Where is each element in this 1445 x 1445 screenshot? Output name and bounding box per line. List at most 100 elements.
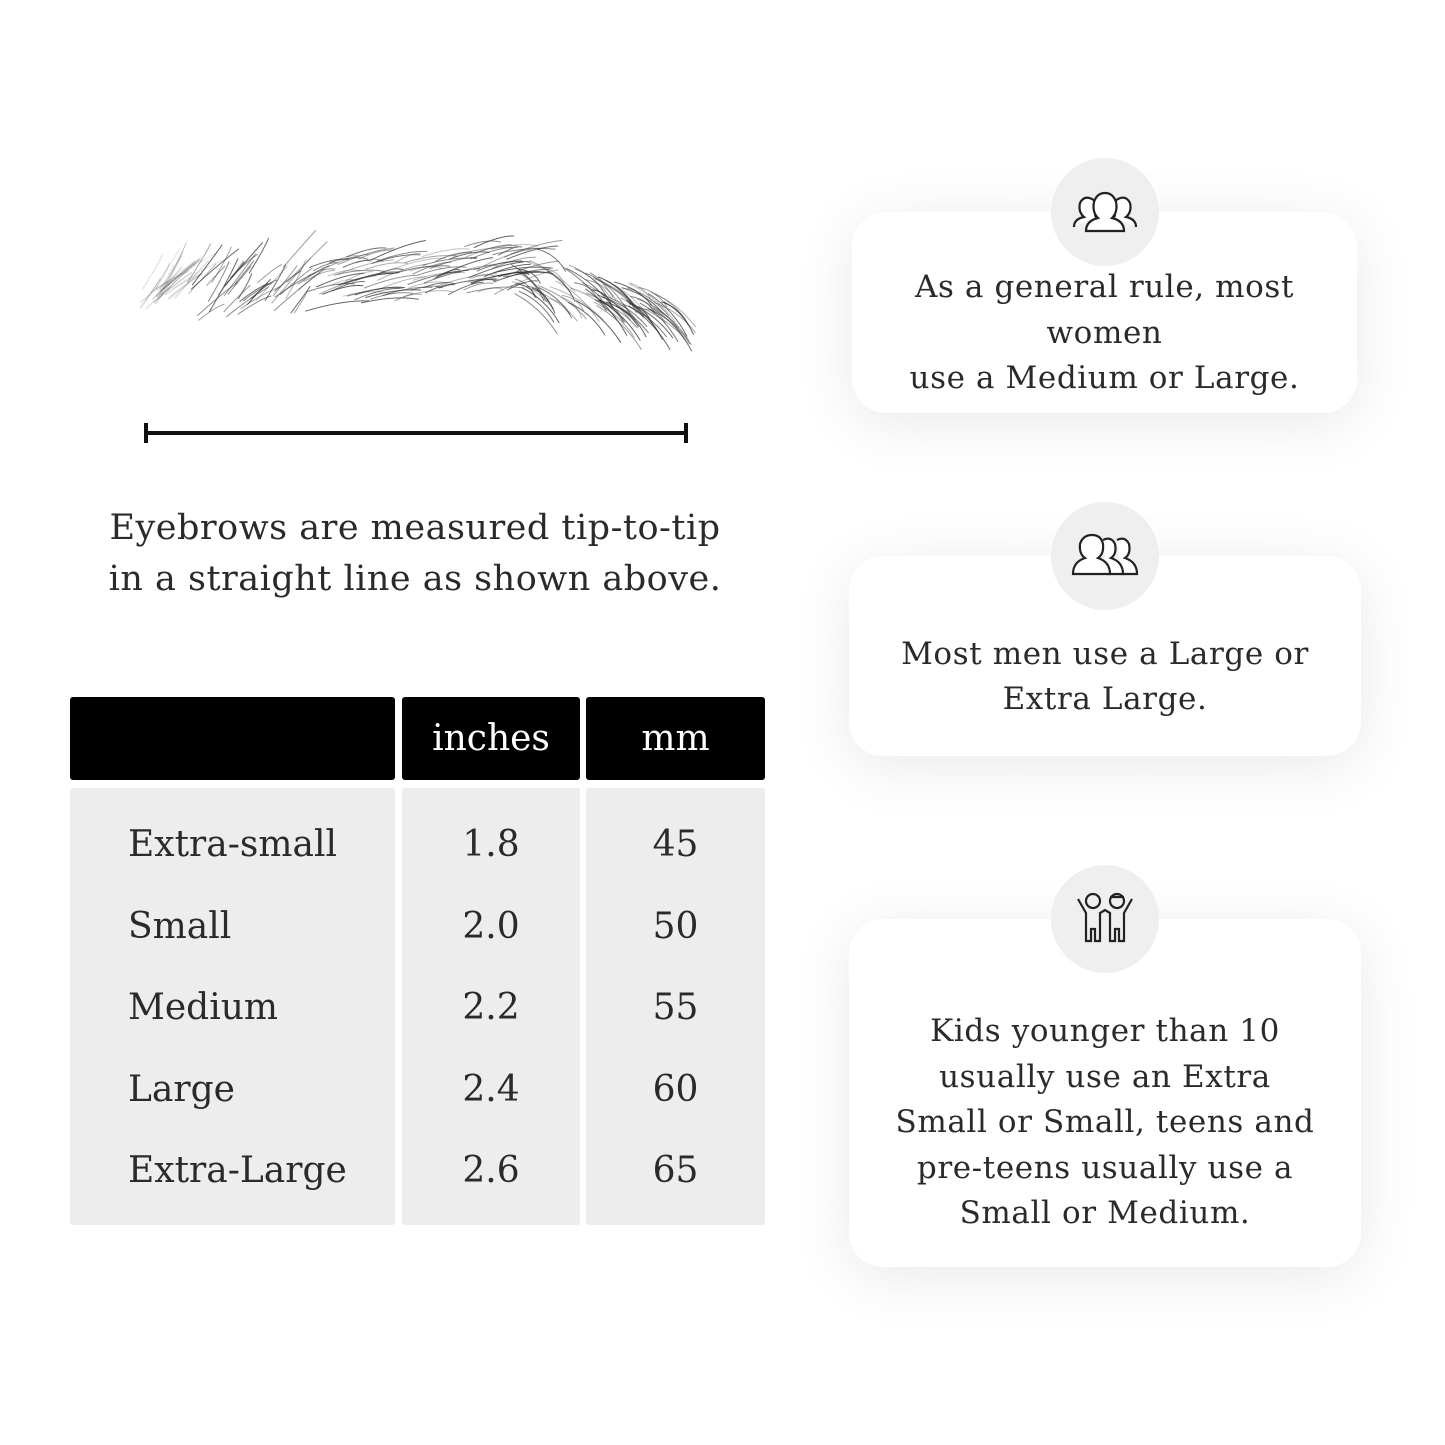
table-header-size	[70, 697, 395, 780]
eyebrow-hair	[156, 266, 183, 298]
eyebrow-hair	[468, 261, 524, 279]
women-group-icon	[1072, 191, 1138, 233]
eyebrow-hair	[223, 284, 251, 313]
card-text: Most men use a Large or	[901, 635, 1309, 672]
eyebrow-hair	[435, 251, 473, 262]
eyebrow-hair	[274, 270, 302, 292]
women-icon-circle	[1051, 158, 1159, 266]
eyebrow-hair	[196, 281, 238, 317]
eyebrow-hair	[337, 259, 395, 275]
eyebrow-hair	[164, 273, 203, 296]
eyebrow-hair	[483, 263, 532, 278]
eyebrow-hair	[307, 268, 336, 277]
eyebrow-hair	[514, 292, 558, 334]
eyebrow-hair	[394, 265, 451, 274]
eyebrow-hair	[363, 274, 419, 289]
eyebrow-hair	[208, 258, 239, 313]
eyebrow-hair	[290, 286, 311, 314]
size-column: Extra-small Small Medium Large Extra-Large	[70, 788, 395, 1225]
eyebrow-illustration	[139, 230, 697, 352]
eyebrow-hair	[575, 300, 622, 343]
eyebrow-hair	[574, 268, 608, 298]
eyebrow-hair	[628, 282, 653, 302]
eyebrow-hair	[524, 260, 576, 293]
eyebrow-hair	[473, 235, 515, 249]
eyebrow-hair	[423, 268, 481, 284]
eyebrow-hair	[174, 259, 209, 299]
table-cell-inches: 2.0	[462, 905, 520, 947]
eyebrow-hair	[593, 301, 635, 338]
kids-card: Kids younger than 10 usually use an Extra…	[849, 919, 1361, 1267]
eyebrow-hair	[197, 303, 225, 321]
eyebrow-hair	[338, 272, 395, 286]
eyebrow-hair	[333, 269, 386, 276]
eyebrow-hair	[144, 248, 181, 302]
eyebrow-hair	[246, 278, 272, 306]
eyebrow-hair	[327, 269, 361, 277]
table-cell-inches: 2.6	[462, 1150, 520, 1191]
eyebrow-hair	[469, 274, 497, 280]
eyebrow-hair	[365, 262, 408, 270]
table-cell-size: Medium	[128, 987, 279, 1028]
eyebrow-hair	[412, 261, 452, 275]
eyebrow-hair	[442, 257, 494, 275]
eyebrow-hair	[264, 264, 287, 302]
eyebrow-hair	[412, 271, 465, 281]
eyebrow-hair	[344, 271, 374, 282]
eyebrow-hair	[638, 286, 668, 308]
eyebrow-hair	[463, 282, 494, 291]
eyebrow-hair	[402, 290, 454, 298]
eyebrow-hair	[342, 259, 372, 268]
table-cell-inches: 1.8	[462, 824, 520, 865]
eyebrow-hair	[546, 271, 576, 302]
eyebrow-hair	[153, 272, 193, 304]
eyebrow-hair	[160, 260, 200, 296]
eyebrow-hair	[596, 304, 642, 351]
eyebrow-hair	[493, 282, 526, 295]
eyebrow-hair	[257, 264, 283, 284]
eyebrow-hair	[650, 291, 697, 328]
eyebrow-hair	[159, 263, 196, 292]
eyebrow-hair	[152, 260, 196, 300]
eyebrow-hair	[585, 279, 617, 301]
eyebrow-hair	[316, 272, 364, 288]
eyebrow-hair	[506, 280, 538, 291]
eyebrow-hair	[626, 287, 670, 317]
eyebrow-hair	[639, 302, 679, 343]
eyebrow-hair	[437, 278, 497, 289]
eyebrow-hair	[504, 239, 563, 258]
eyebrow-hair	[585, 272, 614, 299]
eyebrow-hair	[141, 253, 164, 290]
eyebrow-hair	[573, 282, 603, 301]
eyebrow-hair	[521, 287, 560, 324]
eyebrow-hair	[223, 253, 257, 297]
eyebrow-hair	[517, 272, 554, 310]
card-text: pre-teens usually use a	[916, 1149, 1294, 1186]
measurement-line	[144, 423, 688, 443]
eyebrow-hair	[394, 293, 423, 302]
eyebrow-hair	[498, 272, 530, 278]
eyebrow-hair	[447, 281, 484, 296]
eyebrow-hair	[464, 240, 502, 248]
eyebrow-hair	[172, 259, 223, 290]
eyebrow-hair	[169, 274, 201, 301]
eyebrow-hair	[285, 259, 307, 299]
eyebrow-hair	[271, 257, 312, 304]
eyebrow-hair	[303, 269, 335, 283]
eyebrow-hair	[589, 272, 631, 316]
table-cell-mm: 60	[652, 1068, 699, 1110]
eyebrow-hair	[490, 244, 539, 250]
eyebrow-hair	[623, 303, 668, 338]
eyebrow-hair	[237, 295, 272, 315]
eyebrow-hair	[537, 284, 587, 320]
eyebrow-hair	[601, 296, 648, 328]
table-cell-size: Extra-Large	[128, 1150, 347, 1191]
eyebrow-hair	[140, 280, 169, 303]
caption-line: Eyebrows are measured tip-to-tip	[109, 508, 721, 548]
eyebrow-hair	[331, 280, 366, 292]
card-text: As a general rule, most women	[914, 269, 1295, 351]
table-cell-size: Large	[128, 1068, 235, 1110]
eyebrow-hair	[227, 266, 252, 295]
eyebrow-hair	[654, 293, 689, 325]
eyebrow-hair	[629, 283, 676, 323]
